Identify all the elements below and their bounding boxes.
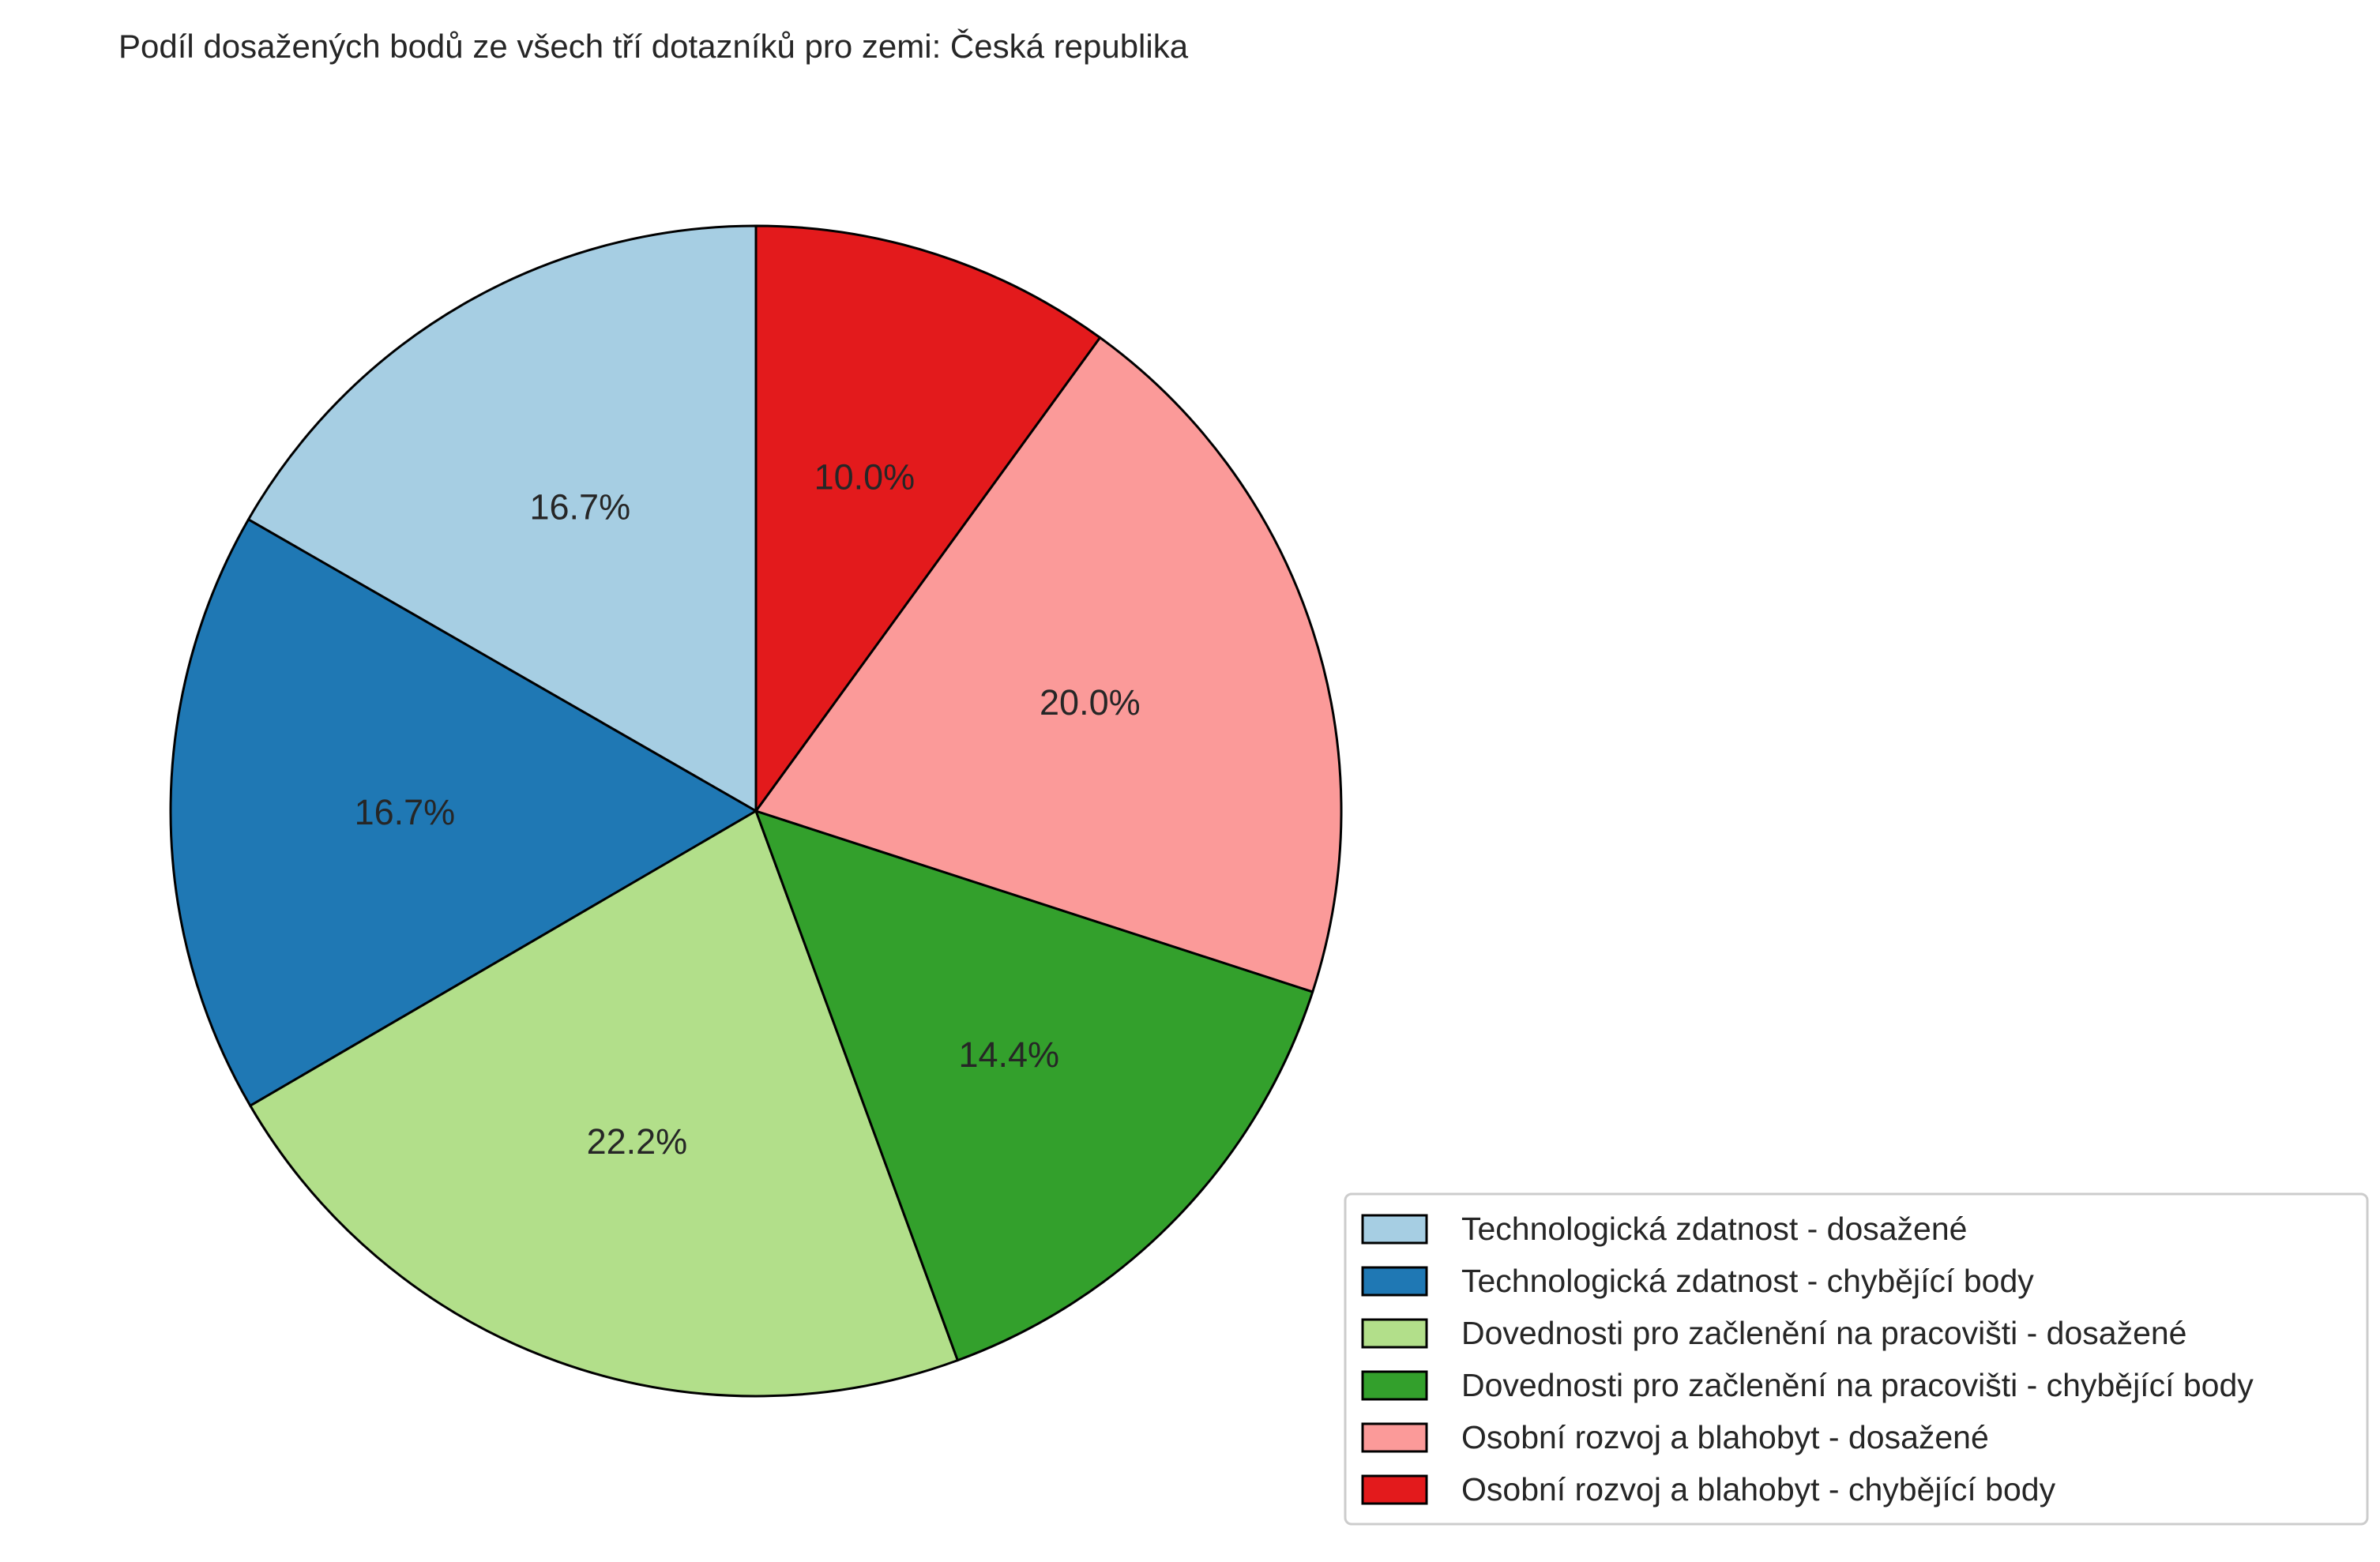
slice-percent-label: 14.4% [958, 1034, 1059, 1075]
chart-title: Podíl dosažených bodů ze všech tří dotaz… [118, 28, 1189, 65]
legend-label: Technologická zdatnost - chybějící body [1461, 1263, 2034, 1299]
legend: Technologická zdatnost - dosažené Technol… [1344, 1192, 2369, 1526]
slice-percent-label: 16.7% [355, 792, 456, 832]
pie-slice [754, 336, 1343, 993]
legend-swatch [1361, 1318, 1428, 1349]
pie-slice [754, 224, 1102, 813]
legend-label: Dovednosti pro začlenění na pracovišti -… [1461, 1315, 2186, 1351]
legend-swatch [1361, 1370, 1428, 1401]
pie-slice [247, 224, 758, 813]
pie-slice [169, 518, 758, 1107]
legend-label: Osobní rozvoj a blahobyt - chybějící bod… [1461, 1471, 2056, 1508]
legend-label: Osobní rozvoj a blahobyt - dosažené [1461, 1419, 1989, 1455]
legend-label: Dovednosti pro začlenění na pracovišti -… [1461, 1367, 2254, 1403]
legend-label: Technologická zdatnost - dosažené [1461, 1211, 1967, 1247]
slice-percent-label: 10.0% [814, 457, 916, 498]
pie-percent-labels: 16.7% 16.7% 22.2% 14.4% 20.0% 10.0% [355, 457, 1141, 1162]
legend-frame [1344, 1192, 2369, 1526]
pie-slice [754, 809, 1314, 1362]
legend-swatch [1361, 1422, 1428, 1453]
pie-slices [169, 224, 1343, 1398]
legend-swatch [1361, 1214, 1428, 1245]
legend-swatch [1361, 1474, 1428, 1505]
legend-swatch [1361, 1266, 1428, 1297]
slice-percent-label: 16.7% [529, 487, 630, 528]
slice-percent-label: 22.2% [587, 1121, 688, 1162]
pie-slice [249, 809, 959, 1398]
slice-percent-label: 20.0% [1040, 682, 1141, 723]
